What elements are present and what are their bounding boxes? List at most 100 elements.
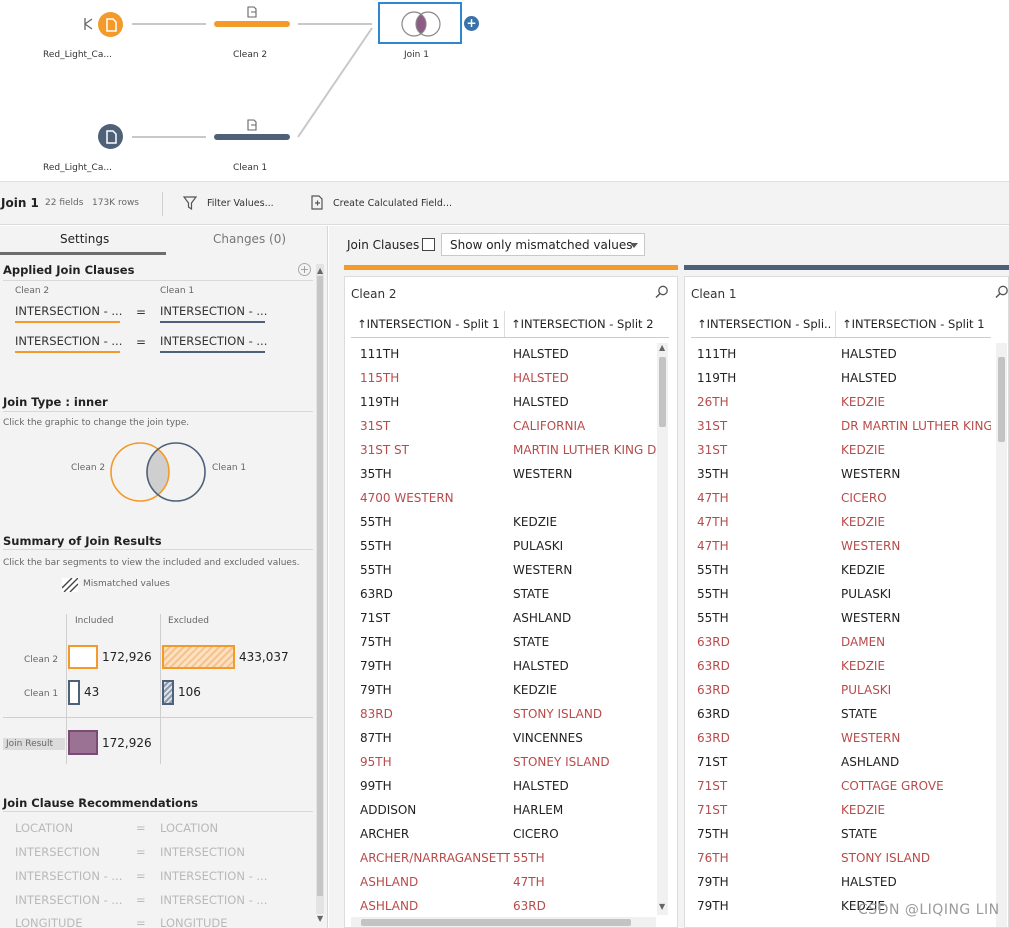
table-cell[interactable]: PULASKI [841,587,892,601]
table-cell[interactable]: 83RD [360,707,393,721]
rec-1-right[interactable]: LOCATION [160,821,219,835]
clause-1-right-field[interactable]: INTERSECTION - ... [160,304,267,323]
table-cell[interactable]: WESTERN [513,563,573,577]
table-cell[interactable]: 47TH [697,491,729,505]
table-cell[interactable]: WESTERN [513,467,573,481]
table-cell[interactable]: PULASKI [841,683,892,697]
table-cell[interactable]: WESTERN [841,467,901,481]
table-cell[interactable]: WESTERN [841,611,901,625]
table-cell[interactable]: ARCHER [360,827,410,841]
join-type-venn[interactable] [106,440,210,504]
table-cell[interactable]: STATE [841,827,878,841]
scroll-down-icon[interactable]: ▼ [659,902,666,911]
clean-2-excluded-bar[interactable] [162,645,235,669]
flow-node-join-1[interactable] [378,2,462,44]
table-cell[interactable]: STONY ISLAND [841,851,931,865]
table-cell[interactable]: STATE [513,587,550,601]
table-cell[interactable]: ARCHER/NARRAGANSETT [360,851,510,865]
table-cell[interactable]: HALSTED [841,347,897,361]
table-cell[interactable]: WESTERN [841,539,901,553]
mismatch-filter-dropdown[interactable]: Show only mismatched values [441,233,645,256]
scroll-up-icon[interactable]: ▲ [317,266,324,275]
table-cell[interactable]: HALSTED [513,659,569,673]
table-cell[interactable]: 95TH [360,755,392,769]
table-cell[interactable]: 75TH [360,635,392,649]
table-cell[interactable]: ASHLAND [360,899,419,913]
table-cell[interactable]: 115TH [360,371,400,385]
clause-1-operator[interactable]: = [136,305,147,319]
rec-2-right[interactable]: INTERSECTION [160,845,245,859]
table-cell[interactable]: HALSTED [513,395,569,409]
table-cell[interactable]: 71ST [360,611,391,625]
table-cell[interactable]: 63RD [697,635,730,649]
table-cell[interactable]: 79TH [697,875,729,889]
table-cell[interactable]: 111TH [360,347,400,361]
tab-changes[interactable]: Changes (0) [213,232,287,246]
table-cell[interactable]: 63RD [697,731,730,745]
table-cell[interactable]: STONEY ISLAND [513,755,610,769]
table-cell[interactable]: 26TH [697,395,729,409]
table-cell[interactable]: 87TH [360,731,392,745]
table-cell[interactable]: 63RD [360,587,393,601]
table-cell[interactable]: 55TH [360,563,392,577]
clean-2-included-bar[interactable] [68,645,98,669]
clause-2-operator[interactable]: = [136,335,147,349]
table-cell[interactable]: HALSTED [513,779,569,793]
table-cell[interactable]: 111TH [697,347,737,361]
table-cell[interactable]: 35TH [360,467,392,481]
table-cell[interactable]: 71ST [697,755,728,769]
clean-1-included-bar[interactable] [68,680,80,705]
table-cell[interactable]: 55TH [697,611,729,625]
table-cell[interactable]: STATE [841,707,878,721]
column-header-split-1[interactable]: ↑INTERSECTION - Split 1 [842,317,985,331]
table-cell[interactable]: COTTAGE GROVE [841,779,944,793]
table-cell[interactable]: 99TH [360,779,392,793]
table-cell[interactable]: 31ST ST [360,443,409,457]
table-cell[interactable]: HALSTED [841,371,897,385]
rec-1-left[interactable]: LOCATION [15,821,74,835]
table-cell[interactable]: 55TH [697,587,729,601]
column-header-split-1[interactable]: ↑INTERSECTION - Split 1 [357,317,500,331]
table-cell[interactable]: CALIFORNIA [513,419,586,433]
rec-2-left[interactable]: INTERSECTION [15,845,100,859]
flow-canvas[interactable]: Red_Light_Ca... Clean 2 Join 1 + Red_Lig… [0,0,1009,180]
table-cell[interactable]: ASHLAND [513,611,572,625]
table-cell[interactable]: STATE [513,635,550,649]
rec-3-left[interactable]: INTERSECTION - ... [15,869,123,883]
table-cell[interactable]: 35TH [697,467,729,481]
table-cell[interactable]: HALSTED [513,347,569,361]
create-calculated-field-button[interactable]: Create Calculated Field... [333,198,452,209]
filter-values-button[interactable]: Filter Values... [207,198,274,209]
join-result-bar[interactable] [68,730,98,755]
clean-1-excluded-bar[interactable] [162,680,174,705]
table-cell[interactable]: 47TH [697,515,729,529]
table-vertical-scrollbar[interactable] [657,343,668,915]
table-cell[interactable]: 47TH [513,875,545,889]
table-cell[interactable]: KEDZIE [513,515,558,529]
table-cell[interactable]: 31ST [697,419,728,433]
table-cell[interactable]: KEDZIE [841,659,886,673]
table-cell[interactable]: DR MARTIN LUTHER KING [841,419,991,433]
settings-scrollbar[interactable] [316,264,324,914]
table-cell[interactable]: 63RD [513,899,546,913]
table-cell[interactable]: ADDISON [360,803,417,817]
table-cell[interactable]: KEDZIE [841,443,886,457]
table-cell[interactable]: HARLEM [513,803,564,817]
table-cell[interactable]: 63RD [697,683,730,697]
table-cell[interactable]: ASHLAND [360,875,419,889]
table-cell[interactable]: 71ST [697,803,728,817]
table-cell[interactable]: 76TH [697,851,729,865]
table-cell[interactable]: VINCENNES [513,731,583,745]
table-cell[interactable]: 71ST [697,779,728,793]
table-cell[interactable]: 55TH [513,851,545,865]
scroll-up-icon[interactable]: ▲ [659,343,666,352]
table-cell[interactable]: 63RD [697,707,730,721]
column-header-split-2[interactable]: ↑INTERSECTION - Split 2 [511,317,654,331]
column-header-split-2[interactable]: ↑INTERSECTION - Spli... [697,317,832,331]
rec-4-right[interactable]: INTERSECTION - ... [160,893,268,907]
table-cell[interactable]: 31ST [697,443,728,457]
rec-3-right[interactable]: INTERSECTION - ... [160,869,268,883]
table-cell[interactable]: HALSTED [841,875,897,889]
table-cell[interactable]: 119TH [360,395,400,409]
table-cell[interactable]: 47TH [697,539,729,553]
